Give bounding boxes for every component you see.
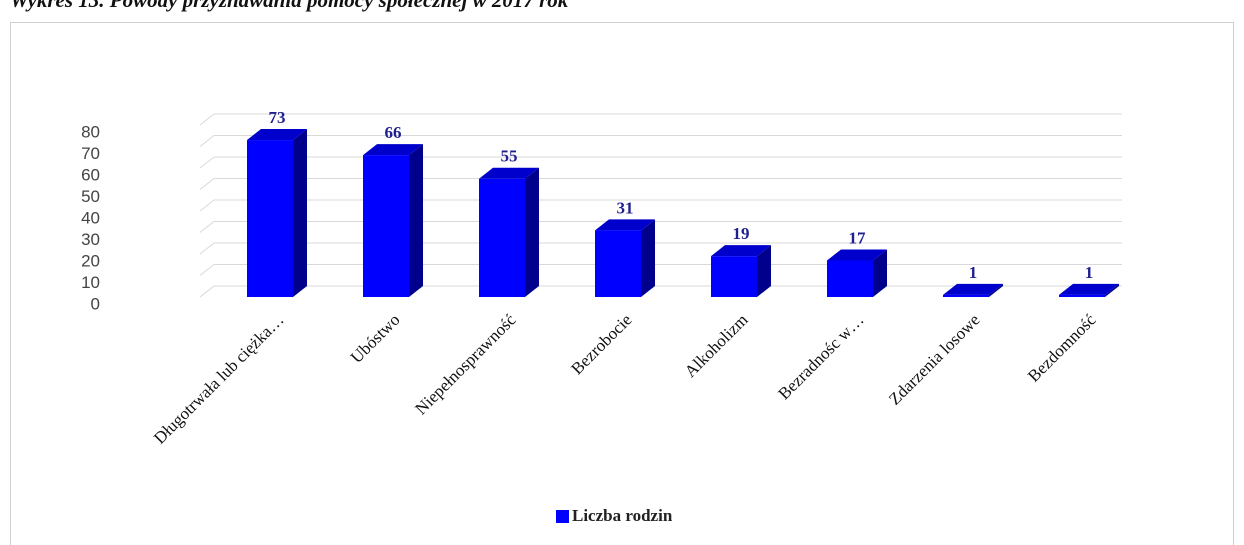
data-label: 1 [969, 263, 978, 282]
bar [827, 249, 887, 297]
bar-side [409, 144, 423, 297]
bar-front [363, 155, 409, 297]
bar-top [247, 129, 307, 141]
data-label: 66 [385, 123, 402, 142]
y-tick-label: 0 [91, 294, 100, 313]
bar-side [873, 249, 887, 297]
y-tick-label: 60 [81, 165, 100, 184]
bar [247, 129, 307, 297]
data-label: 19 [733, 224, 750, 243]
bar [943, 283, 1003, 297]
data-label: 17 [849, 228, 867, 247]
bar-side [757, 245, 771, 297]
bar-front [479, 178, 525, 297]
bar [711, 245, 771, 297]
grid-line [199, 242, 1122, 255]
grid-line [199, 178, 1122, 190]
legend-label: Liczba rodzin [572, 506, 673, 525]
bar-front [827, 260, 873, 297]
bar-front [247, 140, 293, 297]
legend-swatch [556, 510, 569, 523]
bar [479, 167, 539, 297]
bar-top [1059, 283, 1119, 295]
bar [363, 144, 423, 297]
bar-top [479, 167, 539, 179]
y-tick-label: 30 [81, 230, 100, 249]
bar-front [711, 256, 757, 297]
grid-line [199, 156, 1122, 169]
grid-line [199, 285, 1122, 298]
y-tick-label: 70 [81, 144, 100, 163]
bar-top [595, 219, 655, 231]
grid-line [199, 221, 1122, 233]
data-label: 31 [617, 198, 634, 217]
grid-line [199, 199, 1122, 212]
bar-side [293, 129, 307, 297]
bar-side [525, 167, 539, 297]
grid-line [199, 264, 1122, 276]
bar [595, 219, 655, 297]
bar-top [943, 283, 1003, 295]
chart-title: Wykres 13. Powody przyznawania pomocy sp… [10, 0, 569, 12]
bar-front [595, 230, 641, 297]
y-tick-label: 50 [81, 187, 100, 206]
bar-front [1059, 294, 1105, 297]
bar-side [989, 283, 1003, 297]
y-tick-label: 20 [81, 251, 100, 270]
bar-top [711, 245, 771, 257]
bar-side [641, 219, 655, 297]
bar [1059, 283, 1119, 297]
bar-top [827, 249, 887, 261]
y-tick-label: 40 [81, 208, 100, 227]
data-label: 73 [269, 108, 286, 127]
grid-line [199, 113, 1122, 126]
bar-top [363, 144, 423, 156]
grid-line [199, 135, 1122, 147]
y-tick-label: 80 [81, 122, 100, 141]
data-label: 1 [1085, 263, 1094, 282]
y-tick-label: 10 [81, 273, 100, 292]
bar-front [943, 294, 989, 297]
bar-side [1105, 283, 1119, 297]
data-label: 55 [501, 147, 518, 166]
